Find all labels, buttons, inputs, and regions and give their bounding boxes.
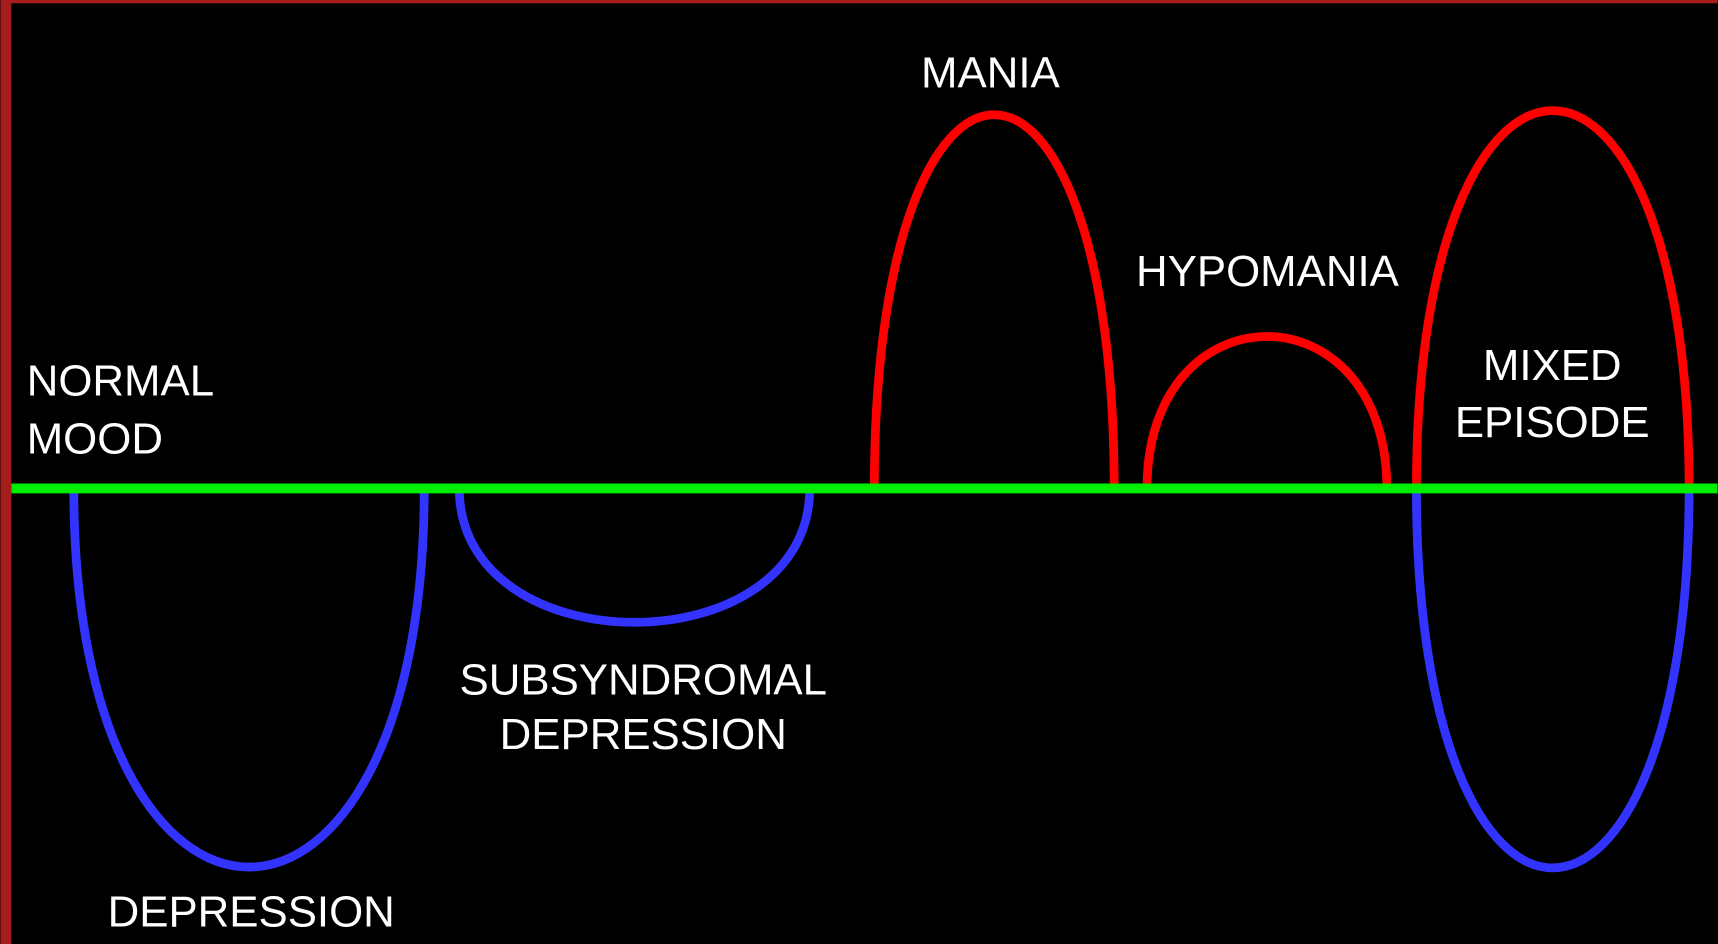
mania-curve [869, 110, 1119, 489]
label: MANIA [921, 49, 1060, 98]
left-border [0, 0, 12, 944]
label: EPISODE [1455, 398, 1650, 447]
label: HYPOMANIA [1136, 247, 1400, 296]
label: DEPRESSION [108, 887, 395, 936]
mixed-upper-curve [1412, 106, 1694, 489]
subsyndromal-curve [454, 488, 815, 627]
label: SUBSYNDROMAL [460, 655, 827, 704]
depression-curve [69, 488, 429, 872]
label: DEPRESSION [500, 710, 787, 759]
hypomania-curve [1142, 332, 1392, 489]
label: NORMAL [27, 356, 214, 405]
top-border [0, 0, 1718, 4]
label: MOOD [27, 414, 163, 463]
label: MIXED [1483, 341, 1622, 390]
mixed-lower-curve [1412, 488, 1694, 873]
